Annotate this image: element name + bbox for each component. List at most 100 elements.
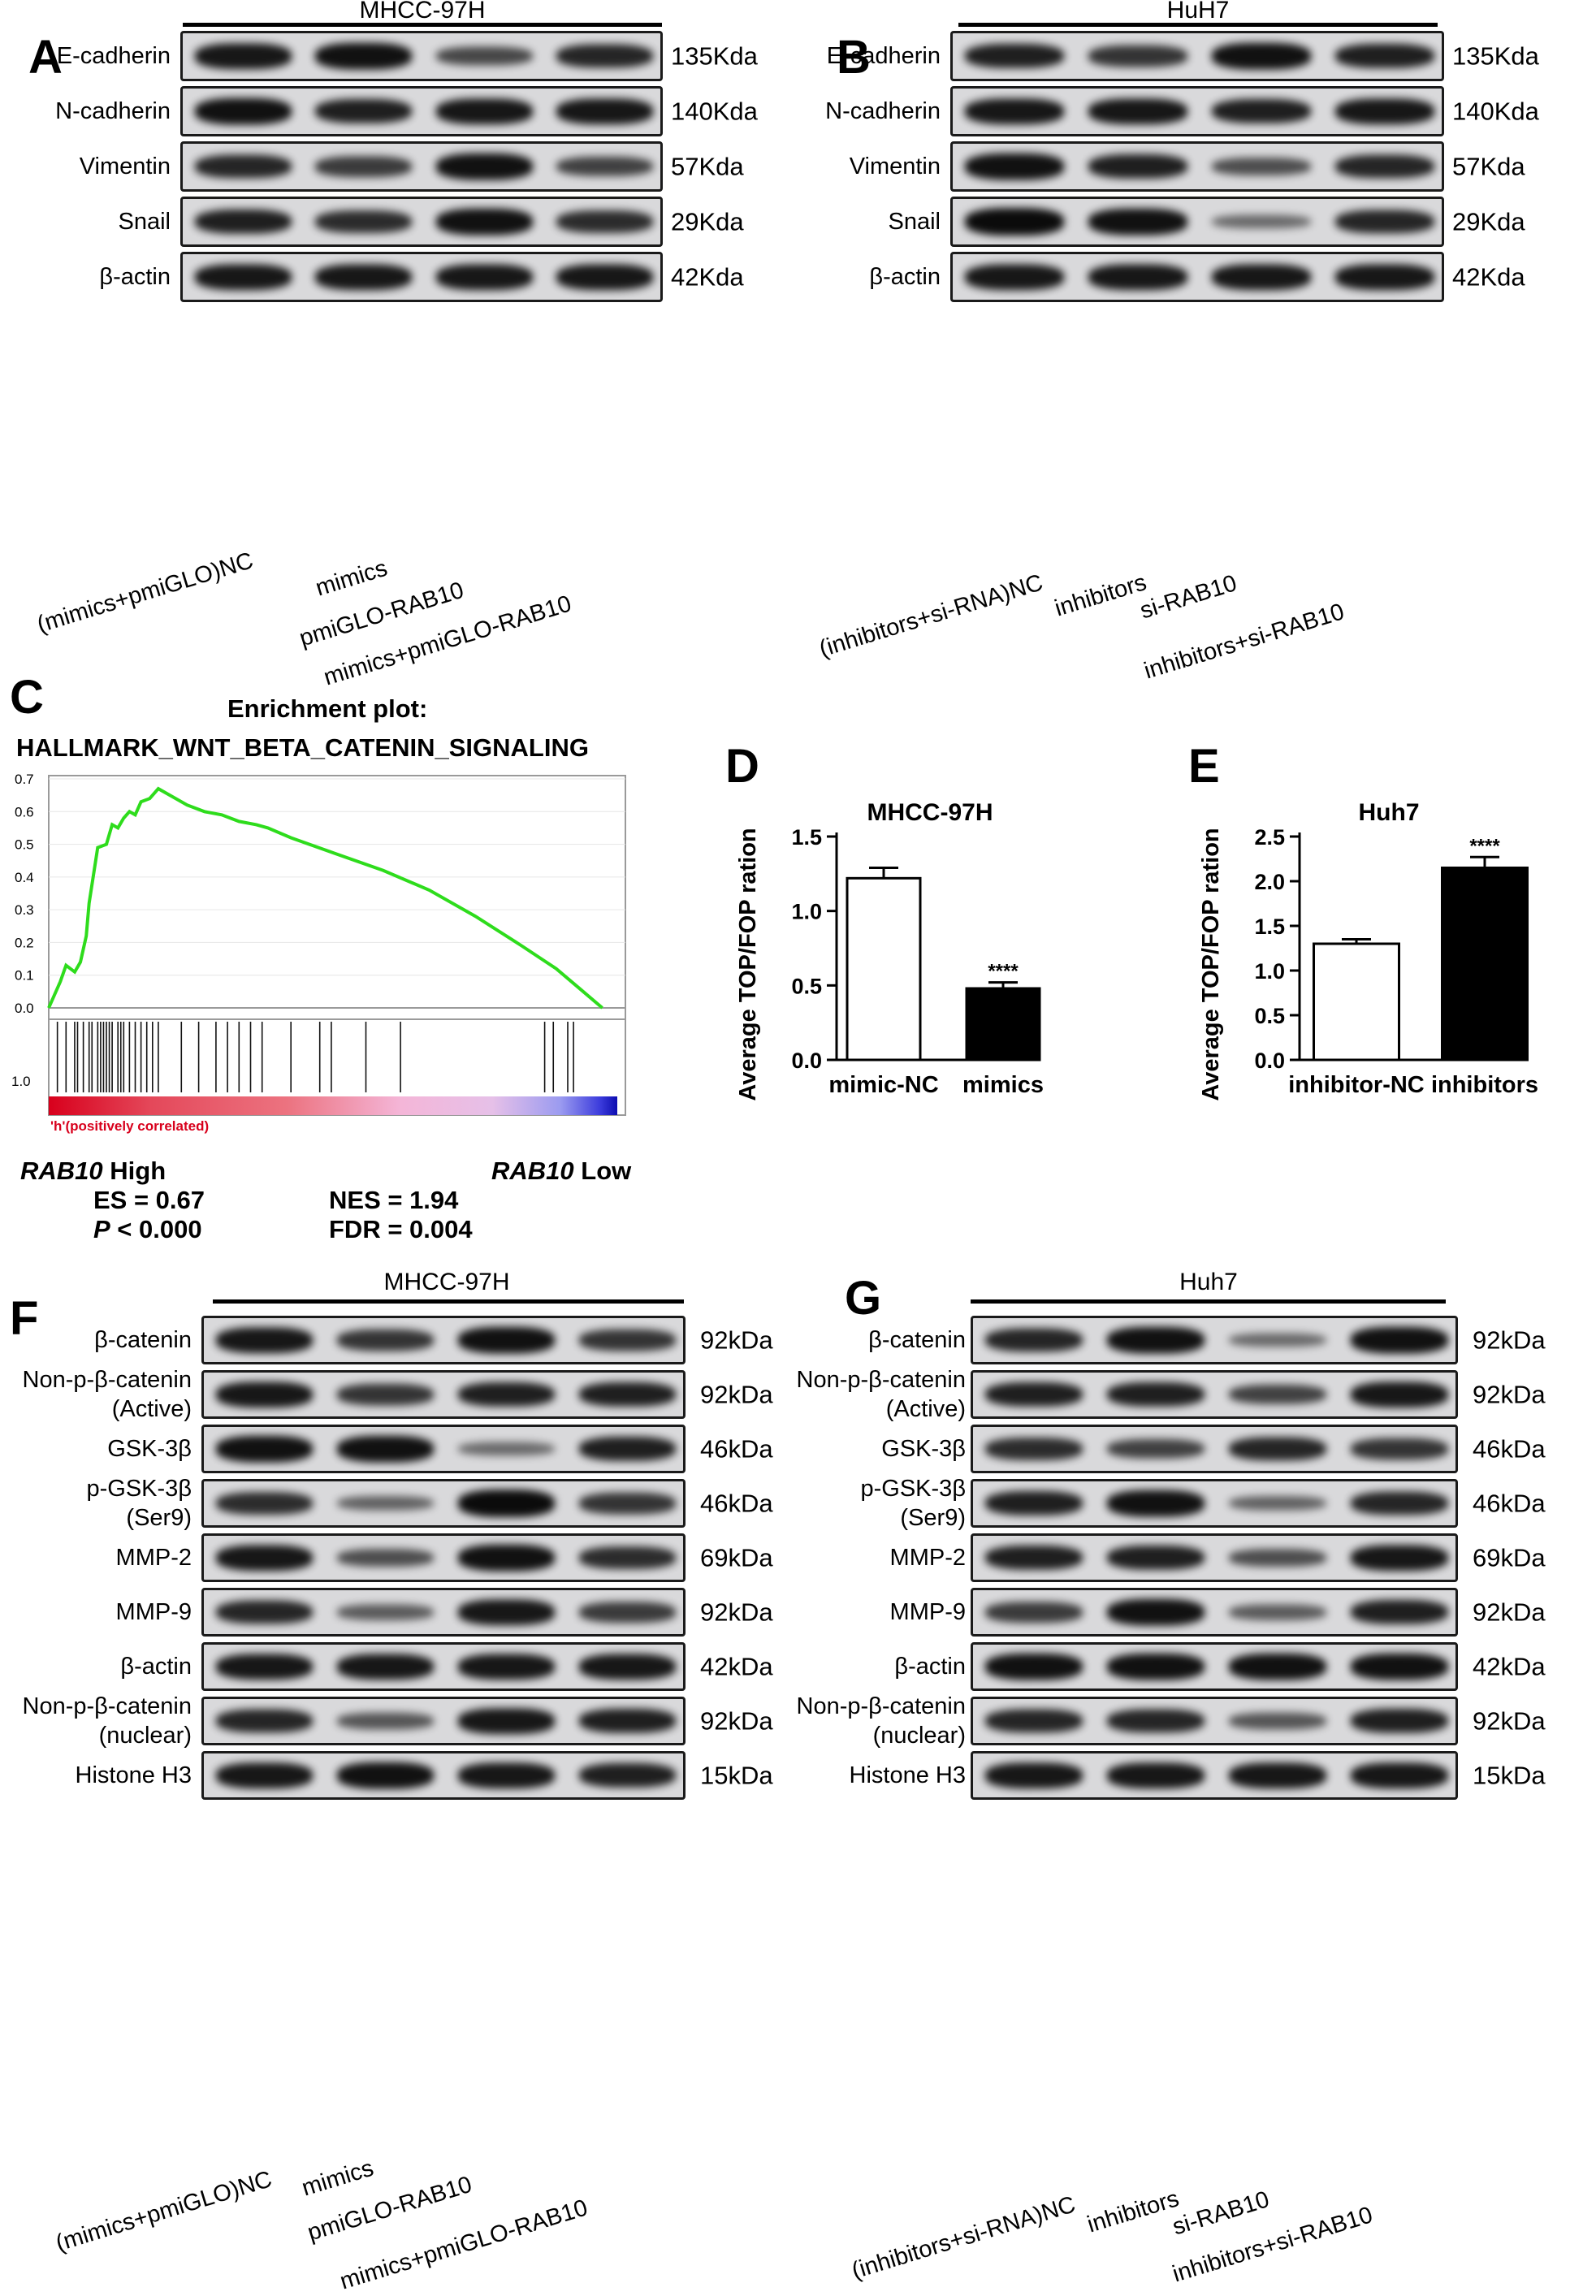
blot-band [985,1653,1083,1680]
chart-y-tick-label: 0.0 [791,1049,822,1073]
chart-y-tick-label: 2.5 [1254,825,1285,850]
blot-band [215,1545,314,1571]
blot-row-label: MMP-9 [115,1598,192,1625]
blot-row-label: Snail [888,208,941,235]
blot-size-marker: 92kDa [1473,1325,1546,1355]
blot-size-marker: 42Kda [671,262,744,292]
blot-strip [180,252,663,302]
blot-band [1107,1381,1205,1407]
blot-size-marker: 46kDa [1473,1489,1546,1518]
lane-label: (mimics+pmiGLO)NC [53,2166,275,2257]
gsea-enrichment-plot: 0.7 0.6 0.5 0.4 0.3 0.2 0.1 0.0 1.0 'h'(positiv… [11,772,626,1134]
blot-band [215,1709,314,1733]
chart-x-tick-label: inhibitor-NC [1288,1072,1425,1098]
blot-band [1212,98,1311,124]
blot-size-marker: 29Kda [1452,207,1525,236]
blot-strip [201,1697,686,1745]
blot-size-marker: 46kDa [700,1434,773,1464]
blot-band [315,98,413,124]
gsea-high-suffix: High [102,1157,167,1185]
gsea-fdr: FDR = 0.004 [329,1215,473,1243]
chart-y-tick-label: 0.5 [1254,1004,1285,1028]
blot-row-label: β-actin [869,263,941,290]
blot-strip [180,197,663,247]
blot-strip [201,1316,686,1364]
cell-line-b: HuH7 [1166,0,1230,24]
gsea-high-gene: RAB10 [20,1157,103,1185]
blot-band [1351,1653,1448,1680]
blot-band [985,1709,1083,1733]
blot-band [194,154,292,179]
blot-row-label: Histone H3 [849,1762,966,1788]
blot-size-marker: 92kDa [700,1325,773,1355]
blot-strip [201,1479,686,1528]
gsea-correlation-note: 'h'(positively correlated) [50,1118,209,1134]
cell-line-a: MHCC-97H [359,0,486,24]
blot-band [336,1329,435,1351]
blot-band [336,1549,435,1567]
blot-row-label: p-GSK-3β (Ser9) [86,1475,192,1531]
blot-band [985,1545,1083,1571]
blot-size-marker: 92kDa [700,1380,773,1409]
blot-row-label: Non-p-β-catenin (Active) [22,1366,192,1422]
blot-row-label: β-actin [894,1653,966,1680]
blot-band [1229,1549,1326,1567]
blot-size-marker: 15kDa [700,1761,773,1790]
blot-row-label: Histone H3 [75,1762,192,1788]
blot-row-label: MMP-9 [889,1598,966,1625]
chart-y-tick-label: 1.0 [1254,959,1285,984]
blot-band [578,1381,677,1407]
blot-band [1088,153,1187,179]
blot-strip [201,1588,686,1637]
blot-band [215,1762,314,1788]
gsea-ranking-gradient [49,1096,617,1115]
blot-band [1088,45,1187,67]
gsea-title-line1: Enrichment plot: [227,694,428,723]
blot-row-label: Vimentin [849,153,941,179]
blot-band [315,210,413,233]
blot-band [315,42,413,70]
blot-band [1212,214,1311,229]
blot-band [435,98,533,124]
blot-band [1229,1437,1326,1461]
blot-band [985,1602,1083,1623]
blot-band [336,1712,435,1730]
blot-strip [950,197,1444,247]
blot-row-label: GSK-3β [107,1435,192,1462]
blot-band [457,1762,556,1788]
blot-row-label: Snail [118,208,171,235]
gsea-y-tick-label: 0.1 [15,968,34,984]
blot-size-marker: 42Kda [1452,262,1525,292]
blot-band [1229,1712,1326,1730]
blot-band [336,1495,435,1511]
blot-band [578,1708,677,1734]
chart-y-tick-label: 2.0 [1254,870,1285,894]
blot-strip [201,1425,686,1473]
gsea-y-tick-label: 0.2 [15,935,34,950]
blot-size-marker: 92kDa [1473,1706,1546,1736]
blot-band [457,1490,556,1517]
gsea-y-tick-label: 0.3 [15,902,34,918]
blot-size-marker: 69kDa [700,1543,773,1572]
blot-band [1335,210,1434,234]
gsea-pvalue: P < 0.000 [93,1217,202,1242]
bar-chart-d: MHCC-97H Average TOP/FOP ration 0.0 0.5 1.0 1… [735,799,1044,1101]
chart-x-tick-label: mimic-NC [828,1072,938,1098]
blot-band [1335,98,1434,124]
blot-size-marker: 140Kda [671,97,758,126]
blot-band [1088,98,1187,124]
cell-line-bar-f [213,1299,684,1304]
blot-band [1212,42,1311,70]
blot-band [578,1492,677,1515]
gsea-low-gene: RAB10 [491,1157,574,1185]
blot-band [1107,1545,1205,1571]
blot-row-label: Non-p-β-catenin (nuclear) [22,1693,192,1749]
gsea-low-suffix: Low [573,1157,632,1185]
blot-strip [971,1751,1458,1800]
blot-size-marker: 15kDa [1473,1761,1546,1790]
blot-strip [971,1642,1458,1691]
blot-strip [971,1316,1458,1364]
blot-strip [971,1425,1458,1473]
blot-strip [180,86,663,136]
blot-band [578,1546,677,1569]
